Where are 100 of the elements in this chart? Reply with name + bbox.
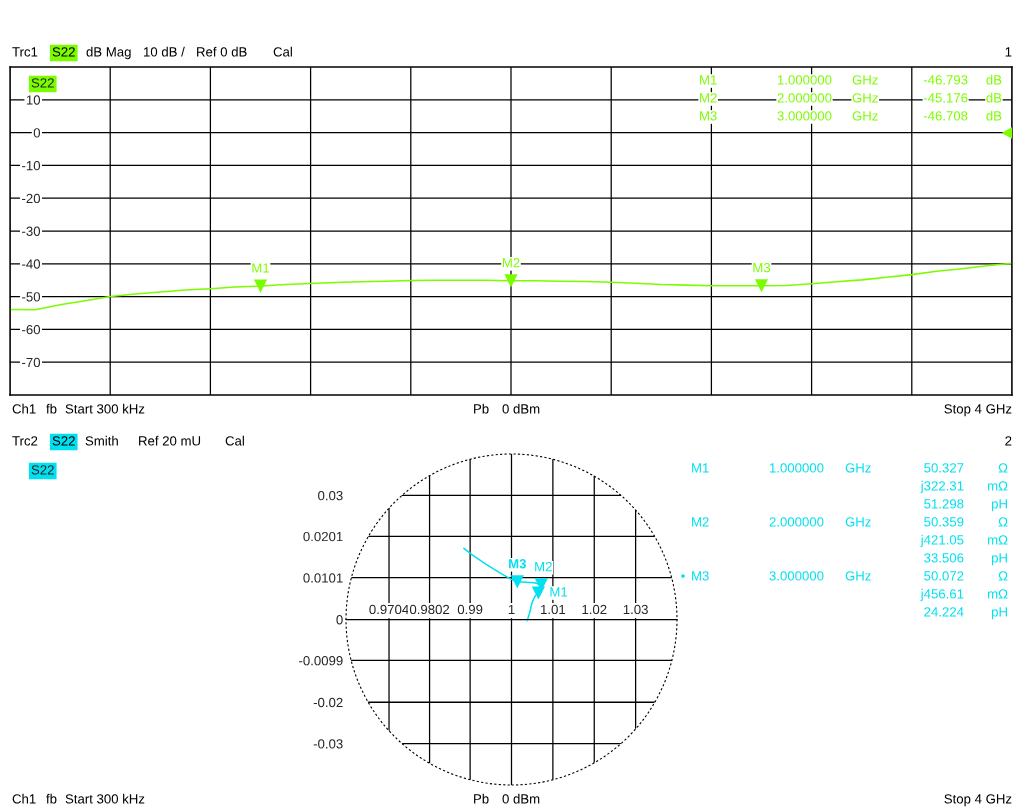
text: Ch1: [12, 403, 36, 414]
text: mΩ: [988, 589, 1008, 599]
point: [510, 575, 524, 589]
text: j456.61: [920, 588, 964, 602]
y-tick-label: -30: [22, 226, 41, 236]
text: 2: [1005, 436, 1012, 446]
x-tick-label: 1.01: [541, 604, 566, 615]
annotation: -46.793: [923, 75, 968, 85]
text: GHz: [845, 463, 871, 473]
x-tick-label: 0.9704: [369, 604, 409, 615]
text: fb: [46, 793, 57, 804]
annotation: dB: [986, 74, 1002, 85]
text: Ch1: [12, 793, 36, 804]
text: Stop 4 GHz: [944, 794, 1012, 807]
y-tick-label: -0.03: [313, 739, 343, 749]
y-tick-label: -50: [22, 292, 41, 302]
y-tick-label: 0: [336, 615, 343, 625]
y-tick-label: -40: [22, 259, 41, 269]
annotation: -45.176: [923, 93, 968, 103]
annotation: M2: [502, 258, 520, 268]
text: pH: [991, 607, 1007, 620]
text: 0 dBm: [502, 403, 540, 414]
text: 24.224: [924, 607, 964, 617]
annotation: 2.000000: [777, 93, 832, 103]
annotation: M2: [535, 561, 552, 572]
text: 0 dBm: [502, 793, 540, 804]
annotation: dB: [986, 110, 1002, 121]
annotation: GHz: [852, 111, 878, 121]
text: j322.31: [920, 480, 964, 494]
text: GHz: [845, 571, 871, 581]
x-tick-label: 1: [508, 604, 515, 614]
annotation: GHz: [852, 75, 878, 85]
text: Ref 20 mU: [139, 435, 201, 446]
text: S22: [31, 78, 54, 88]
annotation: M1: [700, 75, 717, 85]
text: Pb: [474, 403, 489, 414]
y-tick-label: -10: [22, 160, 41, 171]
text: S22: [52, 47, 75, 57]
x-tick-label: 1.02: [582, 604, 607, 615]
x-tick-label: 0.9802: [409, 604, 450, 615]
annotation: 1.000000: [777, 75, 832, 85]
text: 2.000000: [769, 517, 824, 527]
text: 3.000000: [769, 571, 824, 581]
text: Trc2: [12, 436, 38, 446]
y-tick-label: 0.0201: [303, 531, 343, 542]
text: mΩ: [988, 535, 1008, 545]
annotation: M3: [700, 111, 717, 121]
y-tick-label: -70: [22, 357, 41, 368]
text: 50.359: [924, 517, 964, 527]
text: 51.298: [924, 499, 964, 509]
text: GHz: [845, 517, 871, 527]
annotation: M1: [550, 587, 568, 597]
y-tick-label: 0.0101: [303, 573, 343, 583]
text: 1: [1005, 47, 1012, 57]
y-tick-label: -60: [22, 324, 41, 335]
annotation: M3: [509, 559, 526, 569]
text: Ref 0 dB: [197, 46, 247, 57]
annotation: M1: [252, 263, 270, 273]
text: 1.000000: [769, 463, 824, 473]
annotation: -46.708: [923, 111, 968, 121]
text: pH: [991, 553, 1007, 566]
text: Ω: [998, 463, 1008, 473]
text: Ω: [998, 517, 1008, 527]
annotation: M2: [700, 93, 717, 103]
text: j421.05: [920, 534, 964, 548]
text: M3: [692, 571, 709, 581]
text: S22: [52, 436, 75, 446]
text: dB Mag: [86, 46, 131, 60]
text: Pb: [474, 793, 489, 804]
text: pH: [991, 499, 1007, 512]
annotation: dB: [986, 92, 1002, 103]
y-tick-label: -0.0099: [299, 656, 343, 666]
text: Stop 4 GHz: [944, 404, 1012, 417]
annotation: GHz: [852, 93, 878, 103]
text: Trc1: [12, 47, 38, 57]
text: M1: [692, 463, 709, 473]
y-tick-label: 0: [33, 128, 41, 138]
text: Start 300 kHz: [65, 793, 145, 804]
annotation: 3.000000: [777, 111, 832, 121]
text: mΩ: [988, 481, 1008, 491]
text: 33.506: [924, 553, 964, 563]
text: 50.327: [924, 463, 964, 473]
text: fb: [46, 403, 57, 414]
legend-label: S22: [31, 465, 54, 475]
y-tick-label: 10: [26, 95, 41, 105]
text: Ω: [998, 571, 1008, 581]
x-tick-label: 0.99: [457, 604, 483, 615]
text: 10 dB /: [144, 46, 185, 57]
text: •: [681, 574, 685, 578]
x-tick-label: 1.03: [623, 604, 648, 615]
y-tick-label: -20: [22, 193, 41, 204]
annotation: M3: [753, 262, 771, 273]
text: 50.072: [924, 571, 964, 581]
y-tick-label: 0.03: [318, 490, 343, 501]
text: Cal: [273, 46, 292, 57]
text: Smith: [85, 435, 118, 446]
text: Start 300 kHz: [65, 403, 145, 414]
text: M2: [692, 517, 709, 527]
y-tick-label: -0.02: [313, 697, 343, 708]
text: Cal: [225, 435, 244, 446]
